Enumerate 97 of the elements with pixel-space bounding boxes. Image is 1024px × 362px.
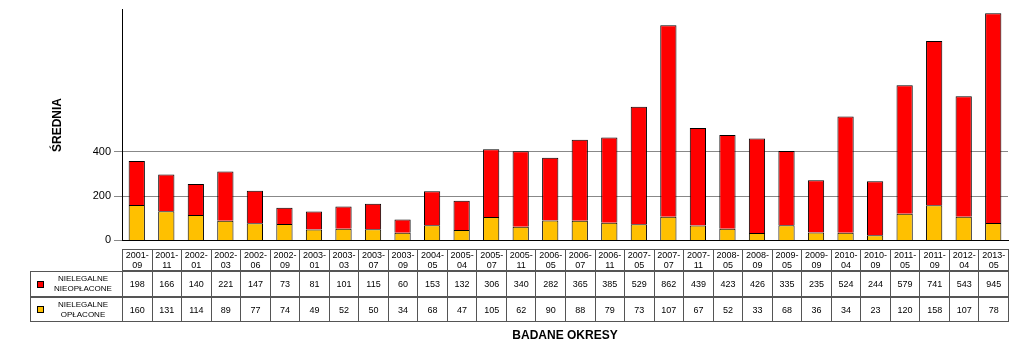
data-label: 33 [742,297,773,322]
data-label: 158 [919,297,950,322]
x-tick-label: 2001-11 [151,249,183,271]
x-tick-label: 2006-07 [565,249,596,271]
data-label: 77 [240,297,271,322]
x-tick-label: 2005-11 [505,249,537,271]
data-label: 79 [594,297,626,322]
x-tick-label: 2008-09 [742,249,773,271]
data-label: 524 [830,271,862,297]
data-label: 282 [535,271,566,297]
data-label: 88 [565,297,596,322]
x-tick-label: 2011-05 [889,249,921,271]
y-tick-label: 200 [92,189,111,202]
data-label: 153 [417,271,448,297]
x-tick-label: 2005-07 [476,249,507,271]
x-tick-label: 2002-03 [210,249,242,271]
x-tick-label: 2008-05 [712,249,744,271]
x-tick-label: 2003-09 [387,249,419,271]
data-label: 101 [328,271,360,297]
x-tick-label: 2011-09 [919,249,950,271]
data-label: 147 [240,271,271,297]
data-label: 52 [328,297,360,322]
data-label: 543 [948,271,980,297]
data-label: 365 [565,271,596,297]
data-label: 862 [653,271,685,297]
x-tick-label: 2012-04 [948,249,980,271]
x-tick-label: 2007-05 [624,249,655,271]
data-label: 235 [801,271,832,297]
data-label: 60 [387,271,419,297]
x-tick-label: 2003-01 [299,249,330,271]
data-label: 439 [683,271,714,297]
data-label: 423 [712,271,744,297]
x-tick-label: 2007-07 [653,249,685,271]
x-tick-label: 2009-09 [801,249,832,271]
data-label: 107 [948,297,980,322]
data-label: 62 [505,297,537,322]
data-label: 140 [181,271,212,297]
data-label: 221 [210,271,242,297]
data-label: 131 [151,297,183,322]
data-label: 120 [889,297,921,322]
data-label: 68 [771,297,803,322]
data-label: 73 [269,271,301,297]
data-label: 160 [122,297,153,322]
x-tick-label: 2010-04 [830,249,862,271]
data-label: 47 [446,297,478,322]
data-label: 306 [476,271,507,297]
data-label: 529 [624,271,655,297]
data-label: 105 [476,297,507,322]
data-label: 244 [860,271,891,297]
data-label: 426 [742,271,773,297]
data-label: 67 [683,297,714,322]
x-tick-label: 2003-03 [328,249,360,271]
data-label: 114 [181,297,212,322]
x-tick-label: 2013-05 [978,249,1009,271]
data-label: 115 [358,271,389,297]
data-label: 385 [594,271,626,297]
x-tick-label: 2010-09 [860,249,891,271]
data-label: 335 [771,271,803,297]
y-axis-title: ŚREDNIA [48,97,64,153]
data-label: 132 [446,271,478,297]
x-tick-label: 2001-09 [122,249,153,271]
data-label: 23 [860,297,891,322]
x-tick-label: 2002-01 [181,249,212,271]
data-label: 73 [624,297,655,322]
x-tick-label: 2006-05 [535,249,566,271]
data-label: 34 [387,297,419,322]
x-tick-label: 2005-04 [446,249,478,271]
data-label: 36 [801,297,832,322]
y-tick-label: 0 [104,233,111,246]
data-label: 74 [269,297,301,322]
data-label: 198 [122,271,153,297]
x-tick-label: 2002-09 [269,249,301,271]
x-tick-label: 2009-05 [771,249,803,271]
data-label: 89 [210,297,242,322]
data-label: 50 [358,297,389,322]
data-label: 741 [919,271,950,297]
data-label: 52 [712,297,744,322]
data-label: 81 [299,271,330,297]
data-label: 90 [535,297,566,322]
legend-label: NIELEGALNE NIEOPŁACONE [53,274,113,294]
data-label: 49 [299,297,330,322]
x-tick-label: 2007-11 [683,249,714,271]
data-label: 78 [978,297,1009,322]
legend-label: NIELEGALNE OPŁACONE [56,299,110,320]
x-axis-title: BADANE OKRESY [511,328,619,342]
y-tick-label: 400 [92,144,111,157]
data-label: 34 [830,297,862,322]
x-tick-label: 2003-07 [358,249,389,271]
data-label: 340 [505,271,537,297]
data-label: 579 [889,271,921,297]
data-label: 68 [417,297,448,322]
x-tick-label: 2004-05 [417,249,448,271]
data-label: 107 [653,297,685,322]
x-tick-label: 2006-11 [594,249,626,271]
data-label: 166 [151,271,183,297]
data-label: 945 [978,271,1009,297]
x-tick-label: 2002-06 [240,249,271,271]
